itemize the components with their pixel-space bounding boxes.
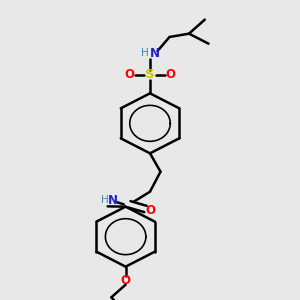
Text: O: O (166, 68, 176, 82)
Text: S: S (145, 68, 155, 82)
Text: O: O (145, 205, 155, 218)
Text: H: H (101, 195, 109, 205)
Text: N: N (108, 194, 118, 208)
Text: N: N (149, 47, 160, 60)
Text: O: O (121, 274, 130, 286)
Text: H: H (141, 48, 149, 58)
Text: O: O (124, 68, 134, 82)
